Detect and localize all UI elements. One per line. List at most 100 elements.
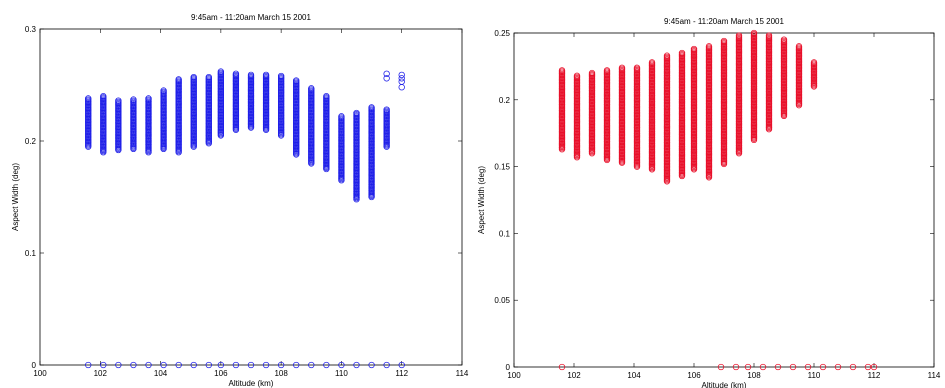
data-point-outlier <box>383 75 390 82</box>
x-tick-label: 112 <box>395 369 408 378</box>
data-point-baseline <box>277 361 285 369</box>
data-point <box>735 32 743 39</box>
x-tick-label: 100 <box>33 369 47 378</box>
data-point-baseline <box>819 363 827 371</box>
data-point-baseline <box>190 361 197 369</box>
data-point <box>810 59 818 66</box>
x-tick-label: 112 <box>868 371 881 380</box>
data-point-baseline <box>145 361 152 369</box>
data-point-baseline <box>262 361 270 369</box>
data-point-outlier <box>398 84 405 91</box>
data-point <box>262 71 270 79</box>
x-tick-label: 100 <box>507 371 521 380</box>
data-point <box>308 85 315 92</box>
data-point <box>100 93 107 100</box>
x-tick-label: 102 <box>567 371 581 380</box>
data-point-outlier <box>398 71 405 79</box>
y-tick-label: 0.25 <box>494 29 510 38</box>
chart-left: 9:45am - 11:20am March 15 2001 100 102 104 1… <box>11 13 469 388</box>
data-point-baseline <box>870 363 878 371</box>
data-point <box>277 72 285 80</box>
data-point <box>648 59 656 66</box>
data-point <box>663 52 671 59</box>
data-point <box>130 96 137 103</box>
y-tick-label: 0.05 <box>494 296 510 305</box>
data-point <box>603 67 611 74</box>
data-point <box>633 64 641 71</box>
chart-title: 9:45am - 11:20am March 15 2001 <box>191 13 311 22</box>
data-point <box>780 36 788 43</box>
chart-right: 9:45am - 11:20am March 15 2001 100 102 104 1… <box>477 17 941 388</box>
data-point-baseline <box>558 363 566 371</box>
y-tick-label: 0.1 <box>499 229 511 238</box>
data-point-baseline <box>383 361 390 369</box>
data-point <box>323 93 330 100</box>
data-point <box>383 106 390 113</box>
data-point-baseline <box>160 361 167 369</box>
chart-title: 9:45am - 11:20am March 15 2001 <box>664 17 784 26</box>
x-tick-label: 106 <box>214 369 228 378</box>
data-markers <box>558 29 878 371</box>
x-tick-label: 108 <box>274 369 288 378</box>
data-point <box>145 95 152 102</box>
data-point-outlier <box>398 75 405 82</box>
x-tick-label: 110 <box>335 369 348 378</box>
data-point <box>678 49 686 57</box>
data-point-baseline <box>774 363 782 371</box>
data-point <box>247 71 255 79</box>
data-point <box>190 73 197 81</box>
y-axis-label: Aspect Width (deg) <box>11 163 20 231</box>
data-point-baseline <box>789 363 797 371</box>
data-point-baseline <box>308 361 315 369</box>
x-tick-label: 110 <box>808 371 821 380</box>
data-point-baseline <box>338 361 345 369</box>
data-point <box>232 70 240 77</box>
data-point <box>795 43 803 50</box>
x-tick-label: 106 <box>687 371 701 380</box>
data-point <box>353 109 360 117</box>
y-tick-label: 0.2 <box>25 137 37 146</box>
data-point-baseline <box>175 361 182 369</box>
x-tick-label: 102 <box>94 369 108 378</box>
data-point <box>690 45 698 53</box>
data-point-baseline <box>232 361 240 369</box>
data-point-baseline <box>353 361 360 369</box>
data-point-baseline <box>759 363 767 371</box>
data-point-baseline <box>849 363 857 371</box>
data-point <box>217 68 225 75</box>
x-tick-label: 108 <box>747 371 761 380</box>
data-point-baseline <box>293 361 300 369</box>
data-point-baseline <box>205 361 212 369</box>
data-point <box>368 104 375 111</box>
data-point <box>765 32 773 39</box>
y-tick-label: 0 <box>32 361 37 370</box>
data-point <box>115 97 122 104</box>
data-point-baseline <box>130 361 137 369</box>
data-point-baseline <box>247 361 255 369</box>
data-point <box>160 87 167 94</box>
data-point-baseline <box>368 361 375 369</box>
data-point <box>205 73 212 81</box>
data-point-baseline <box>834 363 842 371</box>
x-tick-label: 114 <box>456 369 469 378</box>
x-axis-label: Altitude (km) <box>229 379 274 388</box>
data-point <box>338 113 345 120</box>
x-axis-label: Altitude (km) <box>702 381 747 388</box>
data-point-baseline <box>398 361 405 369</box>
y-tick-label: 0.3 <box>25 25 37 34</box>
y-tick-label: 0 <box>506 363 511 372</box>
data-point-baseline <box>323 361 330 369</box>
data-point-outlier <box>383 70 390 77</box>
data-point <box>85 95 92 102</box>
data-point <box>175 76 182 83</box>
data-point <box>618 64 626 71</box>
x-tick-label: 104 <box>627 371 641 380</box>
data-point <box>750 29 758 37</box>
data-point-baseline <box>115 361 122 369</box>
data-point <box>720 37 728 45</box>
y-tick-label: 0.1 <box>25 249 37 258</box>
data-point-baseline <box>217 361 225 369</box>
axes-frame <box>39 28 463 366</box>
x-tick-label: 104 <box>154 369 168 378</box>
